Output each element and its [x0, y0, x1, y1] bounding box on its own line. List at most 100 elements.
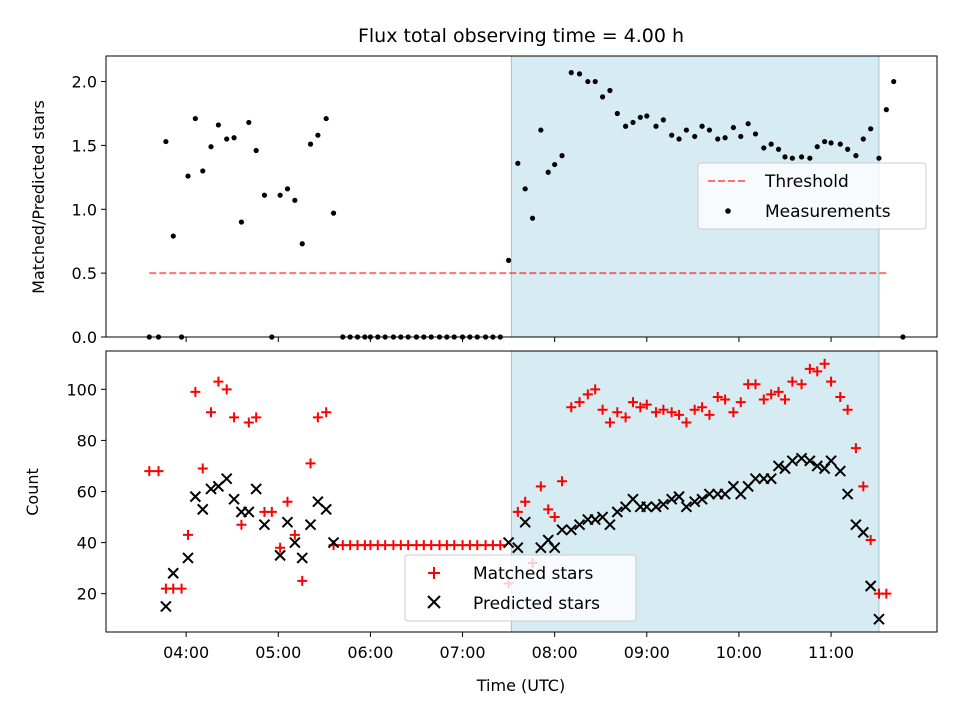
matched-star-point	[704, 409, 715, 420]
predicted-star-point	[641, 501, 653, 513]
count-panel: Count Time (UTC) 20 40 60 80 100 04:00 05:00 06…	[23, 350, 938, 695]
predicted-star-point	[873, 613, 885, 625]
predicted-star-point	[250, 483, 262, 495]
predicted-star-point	[841, 488, 854, 500]
matched-star-point	[535, 481, 546, 492]
matched-star-point	[520, 496, 531, 507]
measurement-point	[224, 136, 230, 142]
measurement-point	[277, 192, 283, 198]
measurement-point	[722, 135, 728, 141]
matched-star-point	[766, 389, 777, 400]
predicted-star-point	[804, 455, 816, 467]
measurement-point	[178, 334, 185, 340]
measurement-point	[299, 241, 305, 247]
count-ylabel: Count	[23, 468, 42, 516]
predicted-star-point	[556, 524, 568, 536]
predicted-star-point	[274, 549, 286, 562]
measurement-point	[837, 141, 843, 147]
measurement-point	[644, 113, 650, 119]
matched-star-point	[312, 412, 323, 423]
matched-star-point	[842, 404, 853, 415]
matched-star-point	[604, 417, 615, 428]
matched-legend-swatch	[428, 567, 440, 579]
count-xtick-label: 06:00	[347, 643, 393, 662]
matched-star-point	[641, 399, 652, 410]
matched-star-point	[229, 412, 240, 423]
measurement-point	[490, 334, 496, 340]
measurement-point	[522, 186, 528, 192]
predicted-star-point	[772, 460, 785, 472]
measurement-point	[185, 173, 191, 179]
measurement-point	[413, 334, 420, 340]
ratio-panel: Matched/Predicted stars 0.00.51.01.52.0 …	[29, 55, 938, 347]
predicted-star-point	[834, 465, 846, 477]
matched-star-point	[804, 363, 815, 374]
measurement-point	[444, 334, 450, 340]
predicted-legend-label: Predicted stars	[473, 594, 600, 614]
measurement-point	[163, 138, 169, 145]
predicted-star-point	[167, 567, 179, 579]
predicted-star-point	[703, 488, 716, 500]
matched-star-point	[735, 397, 746, 408]
measurement-point	[155, 334, 162, 340]
matched-star-point	[305, 458, 316, 469]
predicted-star-point	[811, 460, 823, 472]
predicted-star-point	[296, 552, 308, 564]
measurement-point	[637, 114, 643, 120]
predicted-star-point	[289, 536, 301, 549]
ratio-ytick-label: 1.0	[72, 200, 97, 219]
measurement-point	[845, 146, 851, 152]
measurement-point	[559, 153, 565, 159]
measurements-legend-swatch	[725, 208, 731, 214]
count-legend: Matched stars Predicted stars	[404, 554, 637, 622]
matched-star-point	[681, 417, 692, 428]
count-xtick-label: 09:00	[624, 643, 670, 662]
measurements-legend-label: Measurements	[765, 202, 891, 222]
measurement-point	[576, 71, 583, 77]
matched-star-point	[221, 384, 232, 395]
predicted-star-point	[765, 473, 777, 485]
predicted-star-point	[189, 490, 202, 503]
measurement-point	[585, 78, 591, 85]
matched-star-point	[865, 535, 876, 546]
measurement-point	[798, 154, 805, 160]
measurement-point	[208, 144, 214, 150]
measurement-point	[497, 334, 503, 340]
measurement-point	[436, 334, 443, 340]
predicted-star-point	[243, 506, 255, 518]
count-xtick-label: 08:00	[532, 643, 578, 662]
matched-star-point	[712, 391, 723, 402]
predicted-legend-swatch	[427, 595, 441, 609]
matched-star-point	[282, 496, 293, 507]
measurement-point	[474, 334, 480, 340]
measurement-point	[428, 334, 434, 340]
matched-star-point	[658, 404, 669, 415]
measurement-point	[482, 334, 489, 340]
matched-star-point	[796, 379, 807, 390]
predicted-star-point	[688, 496, 701, 508]
count-xtick-label: 11:00	[808, 643, 854, 662]
matched-star-point	[850, 443, 861, 454]
predicted-star-point	[673, 490, 685, 503]
predicted-star-point	[696, 493, 708, 505]
measurement-point	[246, 119, 252, 126]
predicted-star-point	[749, 473, 762, 485]
measurement-point	[200, 168, 206, 174]
matched-star-point	[236, 519, 247, 530]
matched-star-point	[590, 384, 601, 395]
predicted-star-point	[786, 455, 799, 467]
predicted-star-point	[281, 516, 294, 528]
matched-star-point	[612, 407, 623, 418]
matched-star-point	[512, 506, 523, 517]
measurement-point	[146, 334, 152, 340]
predicted-star-point	[680, 501, 693, 513]
predicted-star-point	[182, 552, 194, 564]
measurement-point	[623, 123, 629, 129]
predicted-star-point	[205, 483, 217, 495]
matched-star-point	[251, 412, 262, 423]
matched-star-point	[557, 476, 568, 487]
measurement-point	[891, 78, 897, 85]
count-ytick-label: 80	[77, 431, 97, 450]
measurement-point	[782, 154, 788, 160]
matched-star-point	[835, 391, 846, 402]
